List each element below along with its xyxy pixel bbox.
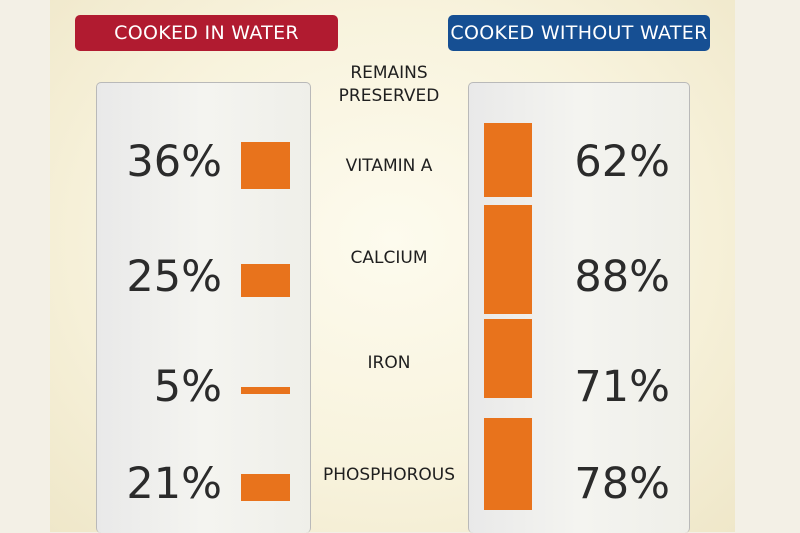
left-value-label: 25% — [126, 252, 222, 302]
left-bar — [241, 142, 290, 189]
right-value-label: 62% — [574, 137, 670, 187]
header-cooked-in-water: COOKED IN WATER — [75, 15, 338, 51]
right-value-label: 71% — [574, 362, 670, 412]
category-label-vitamin-a: VITAMIN A — [345, 156, 433, 176]
left-bar — [241, 264, 290, 297]
remains-preserved-title: REMAINS PRESERVED — [338, 63, 440, 106]
header-cooked-without-water: COOKED WITHOUT WATER — [448, 15, 710, 51]
left-value-label: 5% — [153, 362, 222, 412]
right-bar — [484, 319, 532, 398]
category-label-phosphorous: PHOSPHOROUS — [322, 465, 456, 485]
left-bar — [241, 387, 290, 394]
left-value-label: 36% — [126, 137, 222, 187]
right-bar — [484, 418, 532, 510]
category-label-iron: IRON — [367, 353, 411, 373]
left-value-label: 21% — [126, 459, 222, 509]
category-label-calcium: CALCIUM — [350, 248, 428, 268]
left-bar — [241, 474, 290, 501]
right-bar — [484, 205, 532, 314]
right-bar — [484, 123, 532, 197]
right-value-label: 78% — [574, 459, 670, 509]
right-value-label: 88% — [574, 252, 670, 302]
